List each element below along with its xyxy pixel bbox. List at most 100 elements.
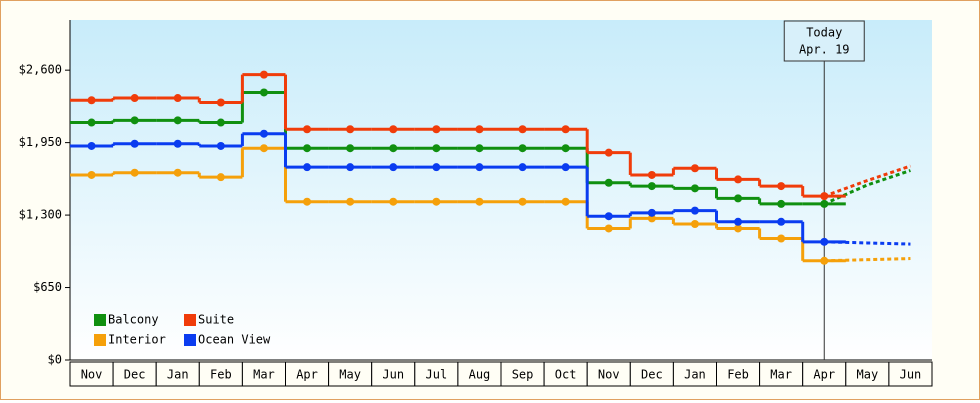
point <box>303 144 312 153</box>
legend-swatch <box>184 334 196 346</box>
point <box>777 217 786 226</box>
point <box>130 116 139 125</box>
x-tick-label: Feb <box>727 368 749 382</box>
point <box>690 206 699 215</box>
x-tick-label: Nov <box>81 368 103 382</box>
y-tick-label: $1,300 <box>19 208 62 222</box>
x-tick-label: Jun <box>382 368 404 382</box>
point <box>647 214 656 223</box>
point <box>259 144 268 153</box>
x-tick-box <box>285 361 330 387</box>
x-tick-box <box>155 361 200 387</box>
y-tick-label: $0 <box>48 353 62 367</box>
point <box>303 125 312 134</box>
point <box>432 144 441 153</box>
point <box>604 148 613 157</box>
point <box>303 163 312 172</box>
forecast-line <box>824 257 911 263</box>
point <box>173 168 182 177</box>
point <box>432 197 441 206</box>
x-tick-box <box>759 361 804 387</box>
x-tick-label: Jul <box>426 368 448 382</box>
point <box>130 139 139 148</box>
x-tick-box <box>371 361 416 387</box>
point <box>690 184 699 193</box>
legend-label: Interior <box>108 333 166 347</box>
x-tick-label: Mar <box>770 368 792 382</box>
point <box>561 144 570 153</box>
point <box>389 144 398 153</box>
x-tick-box <box>629 361 674 387</box>
point <box>346 197 355 206</box>
x-tick-label: Jun <box>900 368 922 382</box>
x-tick-label: Mar <box>253 368 275 382</box>
point <box>475 163 484 172</box>
point <box>389 197 398 206</box>
x-tick-box <box>198 361 243 387</box>
x-tick-label: May <box>857 368 879 382</box>
point <box>389 163 398 172</box>
point <box>647 170 656 179</box>
point <box>475 125 484 134</box>
plot-area <box>70 20 932 360</box>
point <box>561 125 570 134</box>
point <box>130 94 139 103</box>
x-tick-box <box>802 361 847 387</box>
point <box>87 96 96 105</box>
point <box>475 144 484 153</box>
point <box>475 197 484 206</box>
legend-label: Balcony <box>108 313 159 327</box>
forecast-line <box>823 164 911 198</box>
point <box>173 116 182 125</box>
x-tick-label: Aug <box>469 368 491 382</box>
x-tick-label: Jan <box>167 368 189 382</box>
x-tick-label: Apr <box>296 368 318 382</box>
point <box>216 118 225 127</box>
x-tick-label: Oct <box>555 368 577 382</box>
point <box>346 163 355 172</box>
x-tick-box <box>457 361 502 387</box>
x-tick-label: Sep <box>512 368 534 382</box>
forecast-line <box>824 240 911 246</box>
point <box>216 98 225 107</box>
x-tick-box <box>716 361 761 387</box>
x-tick-label: Jan <box>684 368 706 382</box>
point <box>518 163 527 172</box>
point <box>604 178 613 187</box>
legend-swatch <box>184 314 196 326</box>
point <box>604 224 613 233</box>
point <box>690 164 699 173</box>
point <box>518 125 527 134</box>
point <box>259 70 268 79</box>
point <box>518 197 527 206</box>
point <box>777 199 786 208</box>
x-tick-label: Apr <box>813 368 835 382</box>
point <box>561 163 570 172</box>
legend-swatch <box>94 334 106 346</box>
point <box>432 163 441 172</box>
point <box>690 220 699 228</box>
point <box>87 170 96 179</box>
x-tick-label: Feb <box>210 368 232 382</box>
x-tick-box <box>328 361 373 387</box>
point <box>216 173 225 182</box>
point <box>216 141 225 150</box>
legend-swatch <box>94 314 106 326</box>
x-tick-box <box>414 361 459 387</box>
point <box>259 129 268 138</box>
x-tick-label: May <box>339 368 361 382</box>
point <box>647 182 656 191</box>
point <box>346 125 355 134</box>
today-date: Apr. 19 <box>799 43 850 57</box>
point <box>259 88 268 97</box>
y-tick-label: $650 <box>33 280 62 294</box>
point <box>734 175 743 184</box>
point <box>777 234 786 243</box>
x-tick-label: Dec <box>124 368 146 382</box>
point <box>130 168 139 177</box>
point <box>173 94 182 103</box>
x-tick-label: Nov <box>598 368 620 382</box>
y-tick-label: $1,950 <box>19 135 62 149</box>
